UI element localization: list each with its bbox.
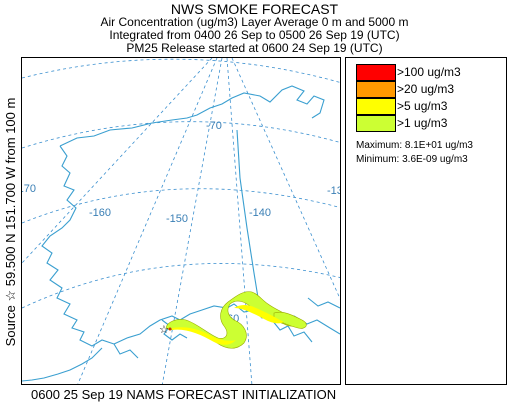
smoke-plume: ☆ (159, 291, 307, 349)
plume-1ug-tail (273, 311, 307, 329)
minimum-value: Minimum: 3.6E-09 ug/m3 (356, 154, 468, 165)
maximum-value: Maximum: 8.1E+01 ug/m3 (356, 140, 473, 151)
lon-label: -140 (249, 207, 271, 219)
latitude-lines (22, 58, 340, 309)
release-start: PM25 Release started at 0600 24 Sep 19 (… (126, 41, 383, 55)
forecast-initialization: 0600 25 Sep 19 NAMS FORECAST INITIALIZAT… (31, 387, 337, 402)
star-icon: ☆ (159, 323, 169, 336)
lon-label: -160 (89, 207, 111, 219)
integration-period: Integrated from 0400 26 Sep to 0500 26 S… (109, 28, 400, 42)
legend-label: >5 ug/m3 (397, 99, 448, 113)
legend-label: >1 ug/m3 (397, 116, 448, 130)
plume-5ug (172, 327, 236, 345)
lon-label: -150 (166, 213, 188, 225)
legend-label: >20 ug/m3 (397, 82, 455, 96)
source-location-label: Source ☆ 59.500 N 151.700 W from 100 m (3, 97, 18, 347)
legend-swatch (356, 98, 396, 115)
legend-label: >100 ug/m3 (397, 65, 461, 79)
coastline (22, 85, 340, 382)
concentration-legend: >100 ug/m3 >20 ug/m3 >5 ug/m3 >1 ug/m3 M… (345, 57, 507, 385)
legend-swatch (356, 81, 396, 98)
legend-swatch (356, 115, 396, 132)
lon-label: -170 (22, 183, 36, 195)
plume-5ug-east (234, 305, 284, 324)
source-point (168, 327, 172, 331)
lon-label: -130 (327, 185, 341, 197)
legend-swatch (356, 64, 396, 81)
map-canvas: -70 -170 -160 -150 -140 -130 60 (22, 58, 341, 384)
page-title: NWS SMOKE FORECAST (170, 1, 339, 17)
forecast-map: -70 -170 -160 -150 -140 -130 60 (21, 57, 341, 385)
concentration-subtitle: Air Concentration (ug/m3) Layer Average … (100, 15, 409, 29)
longitude-lines (22, 58, 340, 384)
lon-label: -70 (206, 120, 222, 132)
